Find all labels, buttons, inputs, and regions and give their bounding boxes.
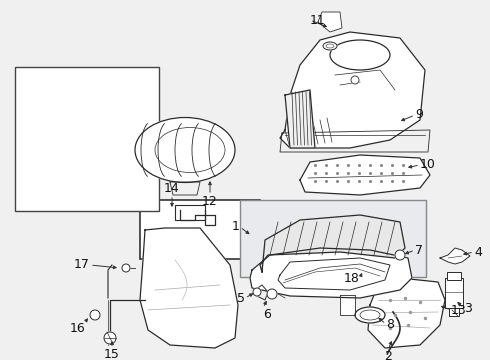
Text: 3: 3 [464, 302, 472, 315]
Polygon shape [318, 12, 342, 32]
Text: 9: 9 [415, 108, 423, 122]
Polygon shape [285, 90, 315, 148]
Circle shape [267, 289, 277, 299]
Circle shape [351, 76, 359, 84]
Text: 12: 12 [202, 195, 218, 208]
Polygon shape [250, 248, 412, 298]
Bar [240, 200, 426, 277]
Bar [15, 67, 159, 211]
Ellipse shape [355, 307, 385, 323]
Ellipse shape [330, 40, 390, 70]
Polygon shape [340, 295, 355, 315]
Circle shape [395, 250, 405, 260]
Circle shape [122, 264, 130, 272]
Text: 14: 14 [164, 182, 180, 195]
Polygon shape [278, 258, 390, 290]
Ellipse shape [323, 42, 337, 50]
Bar [445, 278, 463, 308]
Text: 1: 1 [232, 220, 240, 234]
Text: 2: 2 [384, 350, 392, 360]
Text: 18: 18 [344, 271, 360, 284]
Circle shape [104, 332, 116, 344]
Text: 4: 4 [474, 246, 482, 258]
Text: 15: 15 [104, 348, 120, 360]
Polygon shape [368, 278, 445, 348]
Ellipse shape [135, 117, 235, 183]
Circle shape [253, 288, 261, 296]
Polygon shape [440, 248, 470, 264]
Polygon shape [260, 215, 405, 272]
Text: 7: 7 [415, 243, 423, 256]
Polygon shape [180, 210, 215, 225]
Text: 10: 10 [420, 158, 436, 171]
Text: 6: 6 [263, 308, 271, 321]
Polygon shape [140, 228, 238, 348]
Text: 13: 13 [451, 303, 467, 316]
Text: 17: 17 [74, 258, 90, 271]
Text: 16: 16 [69, 322, 85, 335]
Text: 5: 5 [237, 292, 245, 305]
Bar [447, 272, 461, 280]
Text: 8: 8 [386, 318, 394, 330]
Polygon shape [300, 155, 430, 195]
Polygon shape [280, 32, 425, 148]
Text: 11: 11 [310, 13, 326, 27]
Bar [449, 308, 459, 316]
Bar [140, 200, 260, 259]
Circle shape [90, 310, 100, 320]
Bar [175, 205, 205, 220]
